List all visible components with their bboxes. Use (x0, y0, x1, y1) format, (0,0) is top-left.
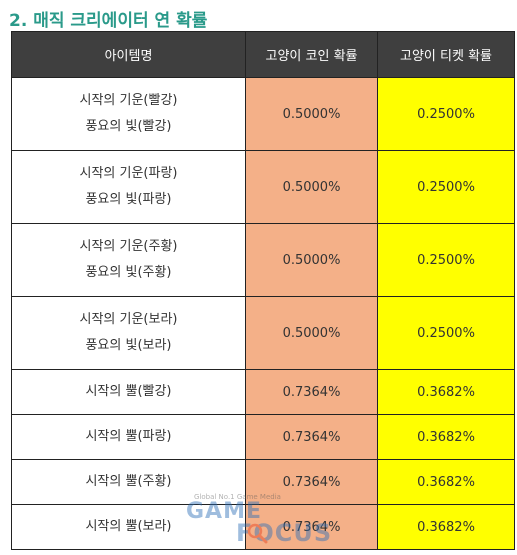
coin-probability-cell: 0.7364% (245, 504, 378, 550)
coin-probability-cell: 0.7364% (245, 369, 378, 415)
ticket-probability-cell: 0.2500% (377, 77, 515, 151)
item-name-line: 풍요의 빛(보라) (85, 338, 172, 353)
table-row: 시작의 기운(주황) 풍요의 빛(주황) 0.5000% 0.2500% (11, 223, 515, 297)
item-name-cell: 시작의 뿔(파랑) (11, 414, 246, 460)
item-name-line: 시작의 기운(주황) (79, 239, 178, 254)
item-name-line: 시작의 뿔(파랑) (85, 429, 172, 444)
ticket-probability-cell: 0.3682% (377, 369, 515, 415)
coin-probability-cell: 0.5000% (245, 150, 378, 224)
item-name-cell: 시작의 기운(보라) 풍요의 빛(보라) (11, 296, 246, 370)
header-ticket-probability: 고양이 티켓 확률 (377, 31, 515, 78)
ticket-probability-cell: 0.3682% (377, 504, 515, 550)
item-name-line: 풍요의 빛(빨강) (85, 119, 172, 134)
item-name-line: 시작의 기운(빨강) (79, 93, 178, 108)
item-name-line: 풍요의 빛(파랑) (85, 192, 172, 207)
table-row: 시작의 기운(파랑) 풍요의 빛(파랑) 0.5000% 0.2500% (11, 150, 515, 224)
coin-probability-cell: 0.5000% (245, 77, 378, 151)
ticket-probability-cell: 0.3682% (377, 414, 515, 460)
item-name-cell: 시작의 뿔(빨강) (11, 369, 246, 415)
table-row: 시작의 뿔(보라) 0.7364% 0.3682% (11, 504, 515, 550)
item-name-line: 시작의 뿔(주황) (85, 474, 172, 489)
ticket-probability-cell: 0.2500% (377, 296, 515, 370)
ticket-probability-cell: 0.2500% (377, 223, 515, 297)
table-row: 시작의 뿔(파랑) 0.7364% 0.3682% (11, 414, 515, 460)
section-title: 2. 매직 크리에이터 연 확률 (9, 11, 208, 31)
table-row: 시작의 기운(빨강) 풍요의 빛(빨강) 0.5000% 0.2500% (11, 77, 515, 151)
item-name-line: 시작의 기운(파랑) (79, 166, 178, 181)
item-name-line: 시작의 뿔(빨강) (85, 384, 172, 399)
ticket-probability-cell: 0.2500% (377, 150, 515, 224)
coin-probability-cell: 0.7364% (245, 414, 378, 460)
item-name-cell: 시작의 기운(파랑) 풍요의 빛(파랑) (11, 150, 246, 224)
item-name-cell: 시작의 기운(주황) 풍요의 빛(주황) (11, 223, 246, 297)
table-row: 시작의 뿔(빨강) 0.7364% 0.3682% (11, 369, 515, 415)
item-name-cell: 시작의 기운(빨강) 풍요의 빛(빨강) (11, 77, 246, 151)
coin-probability-cell: 0.5000% (245, 296, 378, 370)
ticket-probability-cell: 0.3682% (377, 459, 515, 505)
item-name-cell: 시작의 뿔(주황) (11, 459, 246, 505)
header-coin-probability: 고양이 코인 확률 (245, 31, 378, 78)
table-row: 시작의 기운(보라) 풍요의 빛(보라) 0.5000% 0.2500% (11, 296, 515, 370)
item-name-line: 시작의 기운(보라) (79, 312, 178, 327)
item-name-cell: 시작의 뿔(보라) (11, 504, 246, 550)
coin-probability-cell: 0.5000% (245, 223, 378, 297)
coin-probability-cell: 0.7364% (245, 459, 378, 505)
table-row: 시작의 뿔(주황) 0.7364% 0.3682% (11, 459, 515, 505)
header-item-name: 아이템명 (11, 31, 246, 78)
item-name-line: 풍요의 빛(주황) (85, 265, 172, 280)
item-name-line: 시작의 뿔(보라) (85, 519, 172, 534)
probability-table: 아이템명 고양이 코인 확률 고양이 티켓 확률 시작의 기운(빨강) 풍요의 … (11, 31, 515, 550)
table-header-row: 아이템명 고양이 코인 확률 고양이 티켓 확률 (11, 31, 515, 78)
